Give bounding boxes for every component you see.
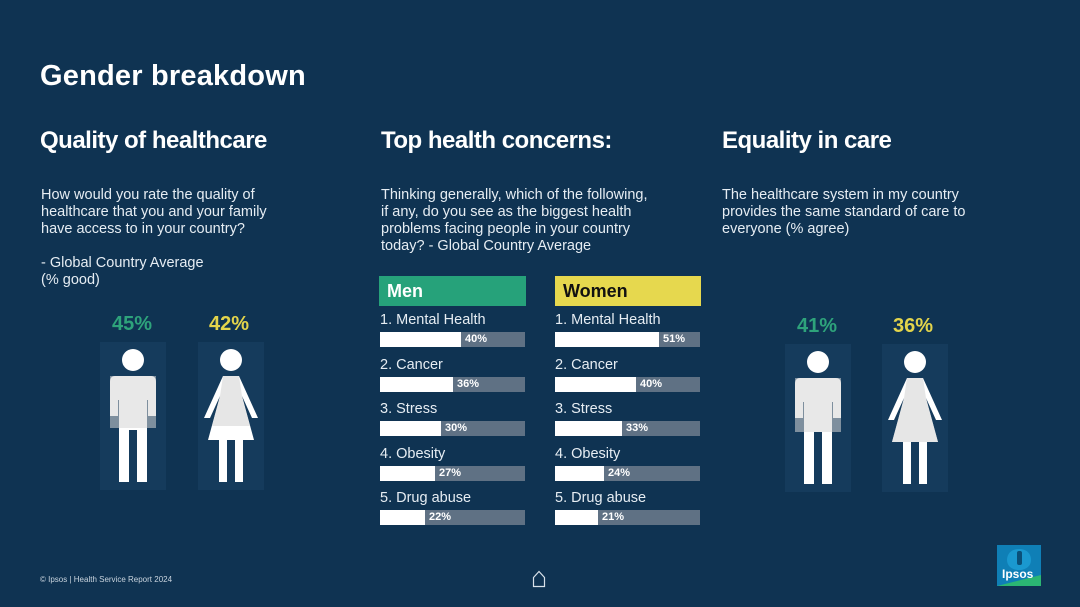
bar-value-label: 21% [602,511,625,523]
concern-label: 5. Drug abuse [380,490,472,506]
concern-label: 4. Obesity [380,445,446,462]
page-title: Gender breakdown [40,60,306,92]
man-figure-icon [110,349,156,482]
woman-figure-icon [204,349,258,482]
concern-label: 1. Mental Health [380,312,486,328]
concerns-question: Thinking generally, which of the followi… [381,187,648,255]
concern-label: 4. Obesity [555,445,621,462]
bar [555,465,604,481]
concern-label: 2. Cancer [380,356,443,373]
concern-label: 2. Cancer [555,356,618,373]
men-header: Men [379,276,526,306]
concerns-question-line: if any, do you see as the biggest health [381,204,632,220]
quality-question-line: How would you rate the quality of [41,187,255,203]
equality-question: The healthcare system in my country prov… [722,187,965,238]
quality-of-healthcare-title: Quality of healthcare [40,127,267,154]
equality-question-line: provides the same standard of care to [722,204,966,220]
quality-woman-figure-box [198,342,264,490]
bar-value-label: 22% [429,511,452,523]
equality-question-line: The healthcare system in my country [722,187,959,203]
bar [555,510,598,525]
equality-question-line: everyone (% agree) [722,221,850,237]
concern-label: 3. Stress [555,401,613,417]
quality-note-line: - Global Country Average [41,255,204,271]
equality-woman-figure-box [882,344,948,492]
footer-copyright: © Ipsos | Health Service Report 2024 [40,575,173,584]
bar-value-label: 51% [663,333,686,345]
equality-women-percent: 36% [893,315,934,337]
man-figure-icon [795,351,841,484]
bar [380,465,435,481]
quality-note-line: (% good) [41,272,100,288]
equality-in-care-title: Equality in care [722,127,892,154]
top-health-concerns-title: Top health concerns: [381,127,612,154]
bar-value-label: 27% [439,466,462,479]
concerns-question-line: Thinking generally, which of the followi… [381,187,648,203]
bar-value-label: 33% [626,422,649,434]
quality-man-figure-box [100,342,166,490]
bar-value-label: 24% [608,466,631,479]
bar-value-label: 36% [457,377,480,390]
concerns-question-line: problems facing people in your country [381,221,631,237]
quality-men-percent: 45% [112,313,153,335]
bar [380,421,441,436]
home-button[interactable] [532,570,546,593]
quality-question: How would you rate the quality of health… [41,187,267,238]
quality-note: - Global Country Average (% good) [41,255,204,289]
bar [380,510,425,525]
home-icon [532,570,546,588]
ipsos-logo: Ipsos [997,545,1041,586]
quality-question-line: healthcare that you and your family [41,204,267,220]
women-header: Women [555,276,701,306]
concern-label: 1. Mental Health [555,312,661,328]
logo-text: Ipsos [1002,567,1034,581]
bar-value-label: 40% [640,377,663,390]
concern-label: 5. Drug abuse [555,490,647,506]
bar-value-label: 40% [465,333,488,345]
woman-figure-icon [888,351,942,484]
bar [555,376,636,392]
bar [555,332,659,347]
concerns-question-line: today? - Global Country Average [381,238,592,254]
quality-women-percent: 42% [209,313,250,335]
equality-man-figure-box [785,344,851,492]
equality-men-percent: 41% [797,315,838,337]
bar [380,376,453,392]
bar [555,421,622,436]
women-concerns-chart: 1. Mental Health 51% 2. Cancer 40% 3. Stress… [555,312,705,532]
concern-label: 3. Stress [380,401,438,417]
men-concerns-chart: 1. Mental Health 40% 2. Cancer 36% 3. Stress… [380,312,530,532]
bar [380,332,461,347]
bar-value-label: 30% [445,422,468,434]
quality-question-line: have access to in your country? [41,221,245,237]
